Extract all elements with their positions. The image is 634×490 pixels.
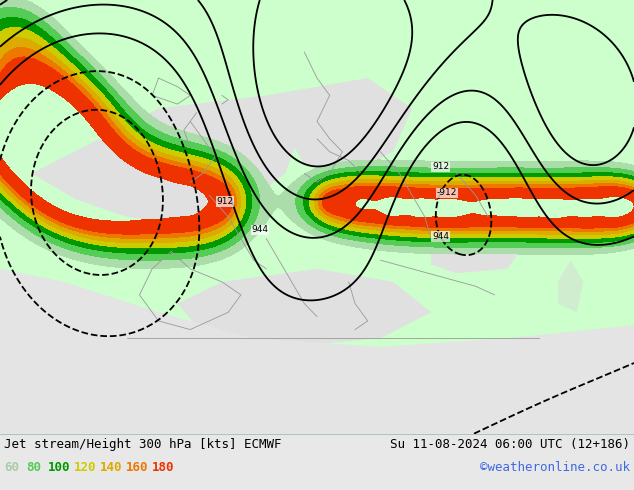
Polygon shape — [558, 260, 583, 312]
Text: Su 11-08-2024 06:00 UTC (12+186): Su 11-08-2024 06:00 UTC (12+186) — [390, 438, 630, 451]
Polygon shape — [266, 78, 412, 173]
Text: 944: 944 — [432, 232, 449, 241]
Text: 60: 60 — [4, 462, 19, 474]
Text: 120: 120 — [74, 462, 96, 474]
Text: ©weatheronline.co.uk: ©weatheronline.co.uk — [480, 462, 630, 474]
Text: 80: 80 — [26, 462, 41, 474]
Text: 160: 160 — [126, 462, 148, 474]
Text: 140: 140 — [100, 462, 122, 474]
Text: 944: 944 — [252, 225, 268, 234]
Polygon shape — [0, 269, 634, 434]
Polygon shape — [32, 96, 304, 225]
Text: -912: -912 — [437, 189, 457, 197]
Text: Jet stream/Height 300 hPa [kts] ECMWF: Jet stream/Height 300 hPa [kts] ECMWF — [4, 438, 281, 451]
Text: 100: 100 — [48, 462, 70, 474]
Text: 180: 180 — [152, 462, 174, 474]
Polygon shape — [178, 269, 431, 347]
Polygon shape — [431, 243, 520, 273]
Text: 912: 912 — [216, 197, 234, 206]
Text: 912: 912 — [432, 163, 450, 172]
